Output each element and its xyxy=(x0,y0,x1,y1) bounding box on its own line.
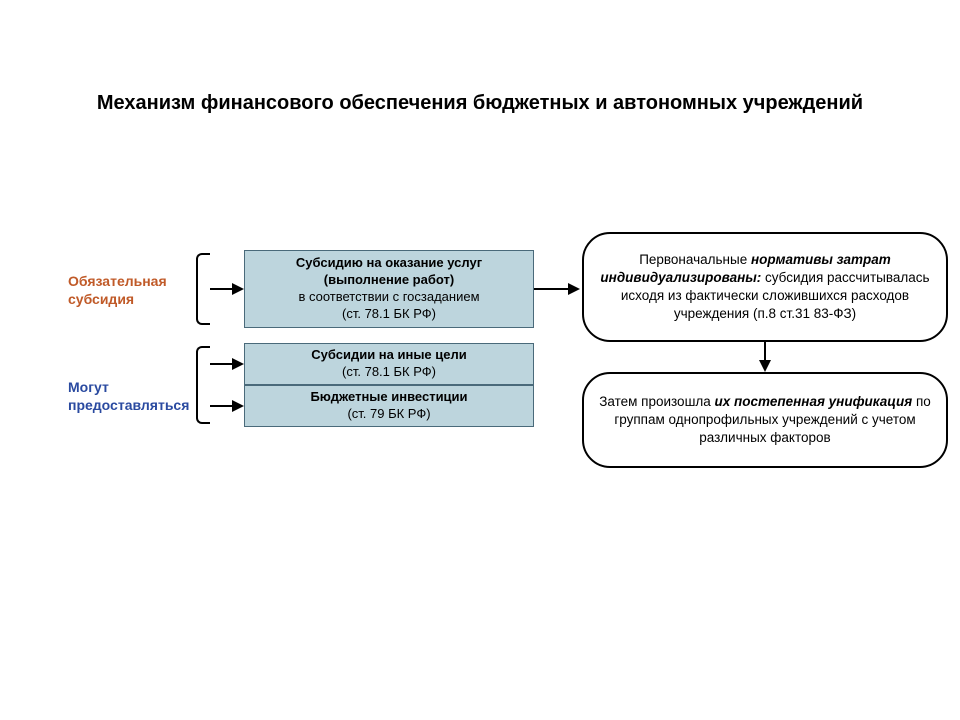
arrow-to-b3 xyxy=(210,405,234,407)
b2-l2: (ст. 78.1 БК РФ) xyxy=(342,364,436,379)
label-optional-l1: Могут xyxy=(68,379,109,395)
r2-bolditalic: их постепенная унификация xyxy=(715,394,913,409)
box-subsidy-other: Субсидии на иные цели (ст. 78.1 БК РФ) xyxy=(244,343,534,385)
arrow-to-b3-head xyxy=(232,400,244,412)
label-optional: Могут предоставляться xyxy=(68,378,189,414)
b1-l4: (ст. 78.1 БК РФ) xyxy=(342,306,436,321)
box-subsidy-services: Субсидию на оказание услуг (выполнение р… xyxy=(244,250,534,328)
box-budget-invest: Бюджетные инвестиции (ст. 79 БК РФ) xyxy=(244,385,534,427)
b1-l1: Субсидию на оказание услуг xyxy=(296,255,482,270)
r2-prefix: Затем произошла xyxy=(599,394,714,409)
arrow-r1-r2-head xyxy=(759,360,771,372)
label-mandatory-l1: Обязательная xyxy=(68,273,167,289)
bracket-mandatory xyxy=(196,253,210,325)
arrow-b1-r1 xyxy=(534,288,570,290)
label-mandatory: Обязательная субсидия xyxy=(68,272,167,308)
arrow-r1-r2 xyxy=(764,342,766,362)
r1-prefix: Первоначальные xyxy=(639,252,751,267)
b1-l2: (выполнение работ) xyxy=(324,272,454,287)
rounded-initial-norms: Первоначальные нормативы затрат индивиду… xyxy=(582,232,948,342)
arrow-to-b1 xyxy=(210,288,234,290)
arrow-to-b1-head xyxy=(232,283,244,295)
label-mandatory-l2: субсидия xyxy=(68,291,134,307)
b3-l1: Бюджетные инвестиции xyxy=(310,389,467,404)
arrow-b1-r1-head xyxy=(568,283,580,295)
arrow-to-b2-head xyxy=(232,358,244,370)
b3-l2: (ст. 79 БК РФ) xyxy=(347,406,430,421)
b2-l1: Субсидии на иные цели xyxy=(311,347,467,362)
rounded-unification: Затем произошла их постепенная унификаци… xyxy=(582,372,948,468)
label-optional-l2: предоставляться xyxy=(68,397,189,413)
arrow-to-b2 xyxy=(210,363,234,365)
b1-l3: в соответствии с госзаданием xyxy=(298,289,479,304)
diagram-title: Механизм финансового обеспечения бюджетн… xyxy=(0,90,960,116)
bracket-optional xyxy=(196,346,210,424)
